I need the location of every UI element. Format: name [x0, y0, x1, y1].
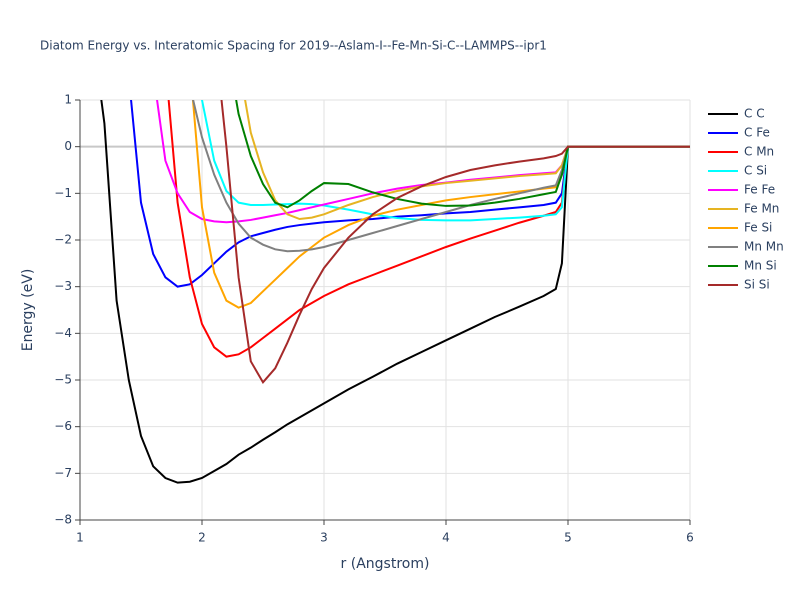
y-tick-label: 0	[64, 139, 72, 153]
legend-label: C Si	[744, 164, 767, 178]
legend-label: Fe Si	[744, 221, 772, 235]
legend-label: Fe Mn	[744, 202, 779, 216]
legend-label: C C	[744, 107, 765, 121]
series-line	[244, 100, 690, 221]
axes: 1 2 3 4 5 6 1 0 −1 −2 −3 −4 −5 −6 −7 −8	[54, 93, 694, 545]
legend-label: C Mn	[744, 145, 774, 159]
series-line	[191, 100, 690, 309]
series-line	[200, 100, 690, 222]
series-line	[220, 100, 690, 385]
y-tick-label: −4	[54, 326, 72, 340]
chart-title: Diatom Energy vs. Interatomic Spacing fo…	[40, 39, 547, 53]
y-tick-label: −5	[54, 373, 72, 387]
legend-label: Si Si	[744, 278, 770, 292]
y-tick-label: −6	[54, 419, 72, 433]
plot-area	[100, 100, 690, 484]
series-line	[130, 100, 690, 288]
legend-label: C Fe	[744, 126, 770, 140]
x-axis-label: r (Angstrom)	[341, 556, 430, 572]
x-tick-label: 4	[442, 531, 450, 545]
y-tick-label: −1	[54, 186, 72, 200]
grid	[79, 99, 691, 521]
y-tick-label: 1	[64, 93, 72, 107]
x-tick-label: 3	[320, 531, 328, 545]
series-line	[100, 100, 690, 484]
x-tick-label: 6	[686, 531, 694, 545]
y-tick-label: −3	[54, 279, 72, 293]
legend-label: Fe Fe	[744, 183, 775, 197]
y-tick-label: −2	[54, 233, 72, 247]
series-line	[192, 100, 690, 253]
y-tick-label: −7	[54, 466, 72, 480]
series-line	[167, 100, 690, 358]
legend-label: Mn Si	[744, 259, 777, 273]
y-tick-label: −8	[54, 513, 72, 527]
x-tick-label: 2	[198, 531, 206, 545]
x-tick-label: 1	[76, 531, 84, 545]
legend-label: Mn Mn	[744, 240, 784, 254]
x-tick-label: 5	[564, 531, 572, 545]
legend: C C C Fe C Mn C Si Fe Fe Fe Mn Fe Si Mn Mn Mn Si…	[708, 107, 784, 292]
y-axis-label: Energy (eV)	[20, 269, 36, 352]
